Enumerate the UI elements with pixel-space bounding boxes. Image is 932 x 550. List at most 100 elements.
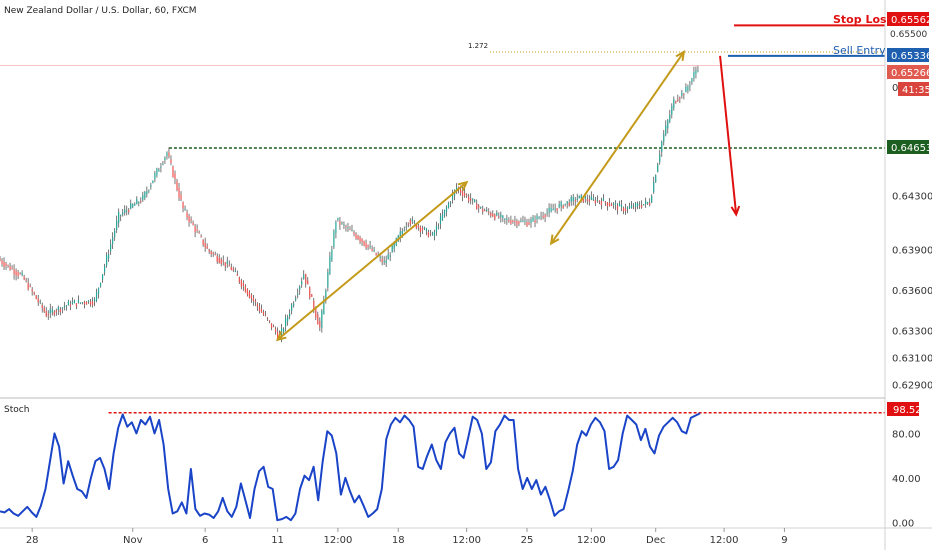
candle-body [345, 226, 347, 228]
x-tick-label: 25 [521, 535, 534, 546]
candle-body [560, 201, 562, 207]
candle-body [325, 290, 327, 301]
swing-arrow-2-tail [549, 234, 560, 246]
candle-body [514, 220, 516, 222]
candle-body [542, 215, 544, 218]
candle-body [202, 239, 204, 245]
candle-body [486, 209, 488, 211]
candle-body [55, 310, 57, 313]
candle-body [67, 301, 69, 306]
stochastic-panel [0, 412, 885, 522]
candle-body [174, 173, 176, 179]
candle-body [25, 279, 27, 281]
candle-body [21, 272, 23, 276]
candle-body [252, 297, 255, 301]
candle-body [518, 221, 520, 224]
candle-body [87, 300, 90, 302]
candle-body [484, 210, 486, 212]
candle-body [73, 300, 76, 304]
candle-body [132, 204, 134, 208]
candle-body [51, 309, 53, 313]
candle-body [423, 227, 426, 230]
x-tick-label: 12:00 [577, 535, 606, 546]
candle-body [319, 321, 321, 328]
candle-body [327, 271, 329, 288]
candle-body [69, 304, 72, 307]
candle-body [130, 203, 132, 209]
candle-body [35, 295, 37, 300]
candle-body [184, 208, 186, 210]
x-tick-label: 12:00 [710, 535, 739, 546]
candle-body [134, 203, 136, 206]
candle-body [594, 200, 596, 204]
candle-body [502, 215, 504, 219]
candle-body [540, 216, 542, 218]
candle-body [478, 205, 480, 208]
candle-body [673, 99, 675, 108]
candle-body [105, 255, 108, 266]
candle-body [246, 288, 249, 295]
candle-body [329, 256, 331, 274]
candle-body [606, 202, 609, 207]
candle-body [1, 260, 3, 265]
candle-body [355, 234, 357, 239]
candle-body [307, 280, 309, 285]
candle-body [468, 196, 470, 201]
candle-body [405, 226, 407, 228]
candle-body [268, 320, 271, 322]
candle-body [464, 192, 466, 196]
candle-body [108, 254, 110, 259]
candle-body [373, 249, 375, 251]
candle-body [99, 282, 102, 287]
candle-body [3, 261, 5, 267]
candle-body [556, 208, 558, 211]
candle-body [264, 314, 267, 316]
candle-body [691, 78, 693, 83]
x-tick-label: 28 [26, 535, 39, 546]
candle-body [194, 225, 196, 233]
candle-body [679, 97, 681, 99]
candle-body [439, 216, 442, 224]
candle-body [75, 303, 78, 307]
candle-body [445, 207, 448, 212]
candle-body [590, 196, 592, 200]
candle-body [172, 166, 174, 178]
candle-body [77, 299, 80, 303]
candle-body [441, 214, 444, 220]
candle-body [544, 214, 546, 218]
candle-body [101, 274, 104, 280]
candle-body [150, 185, 152, 187]
candle-body [331, 249, 333, 261]
x-tick-label: 18 [392, 535, 405, 546]
candle-body [641, 205, 643, 208]
stop-loss-price-label: 0.65562 [891, 15, 932, 26]
candle-body [363, 240, 365, 246]
candle-body [552, 209, 554, 211]
candle-body [361, 238, 363, 243]
stop-loss-annotation: Stop Loss [833, 13, 894, 26]
candle-body [697, 70, 699, 72]
candle-body [323, 299, 325, 315]
candle-body [29, 286, 31, 288]
price-tags: 0.65562 0.65336 0.65266 41:35 0.64653 98… [887, 12, 932, 416]
stoch-y-tick-label: 80.00 [892, 429, 921, 440]
candle-body [91, 301, 94, 306]
candle-body [15, 270, 17, 276]
candle-body [95, 292, 98, 301]
candle-body [562, 205, 564, 209]
candle-body [295, 298, 297, 301]
candle-body [381, 259, 383, 263]
candle-body [387, 254, 389, 260]
candle-body [550, 207, 552, 212]
candle-body [369, 246, 371, 248]
candle-body [598, 200, 600, 202]
candle-body [379, 256, 381, 258]
candle-body [554, 208, 556, 210]
candle-body [144, 191, 146, 199]
candle-body [103, 265, 106, 273]
annotation-arrows [275, 50, 741, 342]
candle-body [289, 313, 291, 317]
candle-body [220, 259, 222, 264]
candle-body [65, 305, 67, 307]
candle-body [512, 220, 514, 223]
